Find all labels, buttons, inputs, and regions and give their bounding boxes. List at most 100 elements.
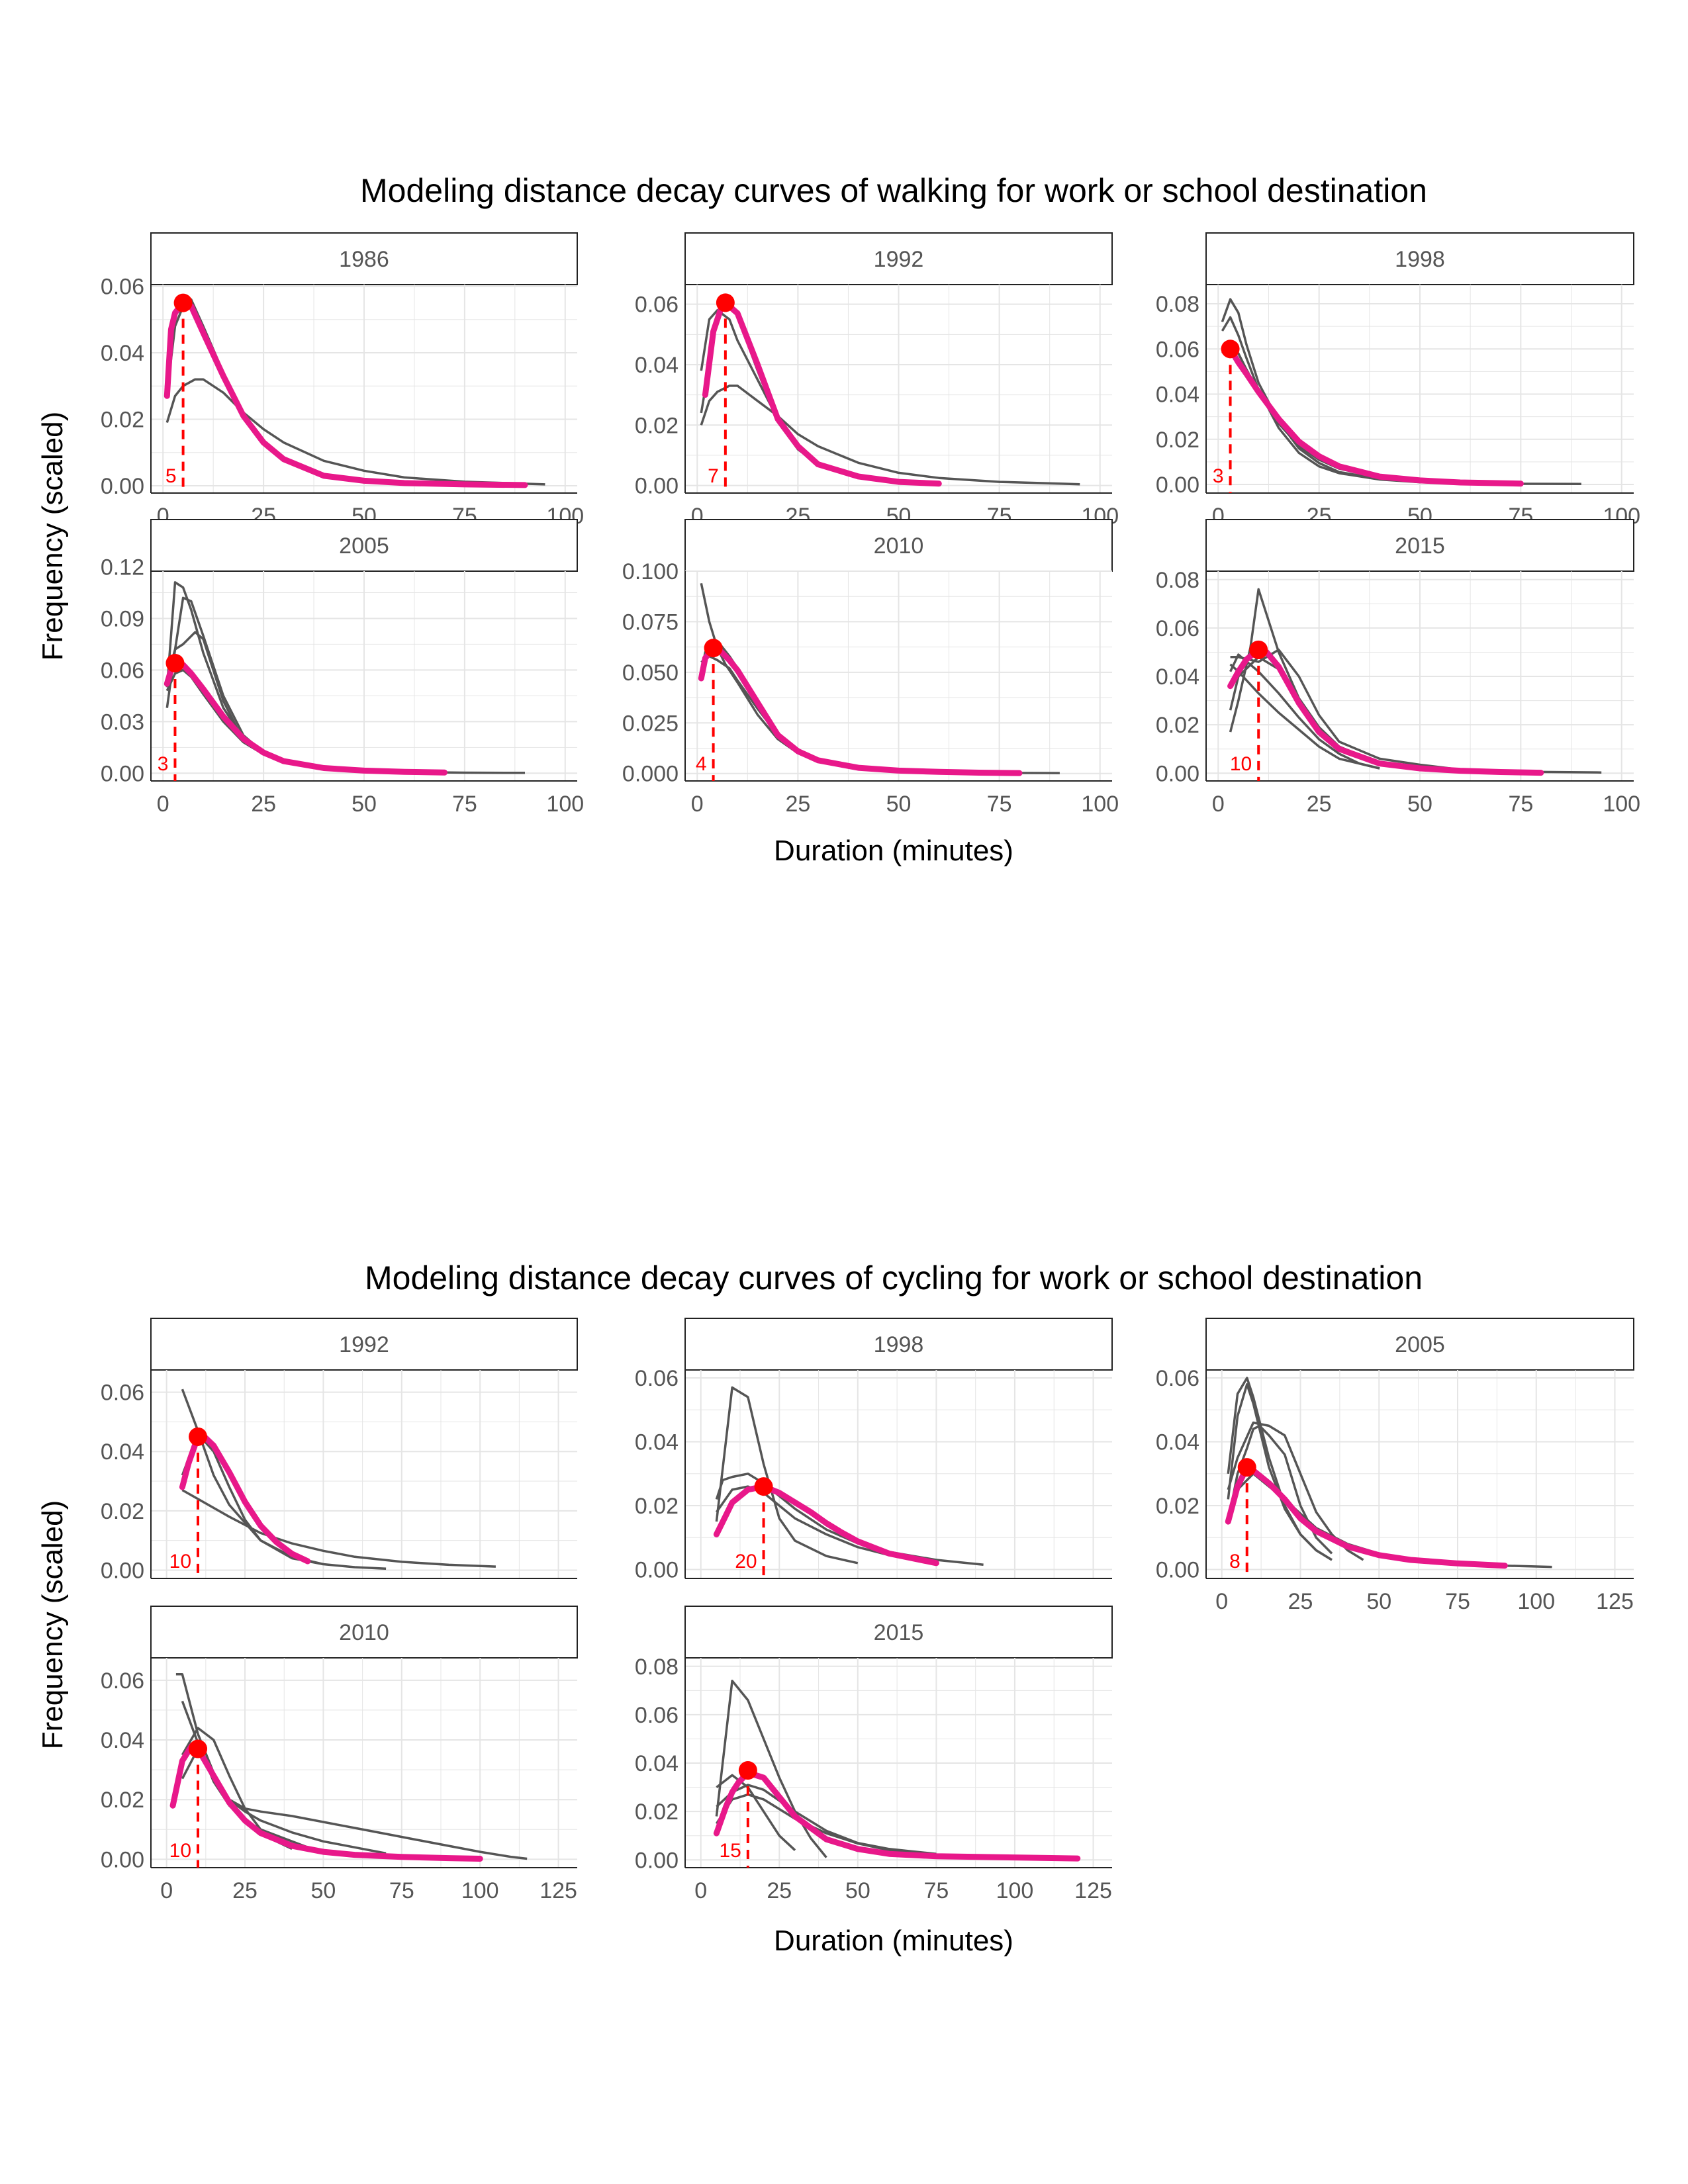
facet-strip <box>1205 519 1634 572</box>
sample-curve-2 <box>716 1774 796 1851</box>
sample-curve-2 <box>181 1488 496 1568</box>
x-tick-label: 75 <box>987 792 1012 817</box>
peak-point <box>189 1739 208 1758</box>
facet-strip <box>684 1606 1113 1659</box>
peak-label: 3 <box>1213 465 1224 487</box>
facet-strip <box>1205 232 1634 285</box>
y-tick-label: 0.00 <box>1156 761 1199 786</box>
y-tick-label: 0.06 <box>101 658 144 683</box>
y-tick-label: 0.06 <box>635 1366 679 1391</box>
facet-panel-1992: 1992 0.00 0.02 0.04 0.06 10 <box>101 1318 578 1583</box>
facet-strip-label: 1992 <box>339 1332 389 1357</box>
peak-point <box>1221 340 1240 359</box>
x-tick-label: 100 <box>996 1878 1034 1903</box>
x-tick-label: 25 <box>1307 792 1332 817</box>
cycling-chart-title: Modeling distance decay curves of cyclin… <box>365 1259 1423 1297</box>
x-tick-label: 50 <box>352 792 377 817</box>
mean-curve <box>164 660 447 776</box>
y-tick-label: 0.00 <box>635 1848 679 1873</box>
sample-curve-1 <box>165 581 404 774</box>
sample-curve-1 <box>715 1679 827 1858</box>
sample-curve-1 <box>1221 298 1581 486</box>
y-tick-label: 0.00 <box>101 761 144 786</box>
x-tick-label: 0 <box>160 1878 173 1903</box>
x-tick-label: 100 <box>1081 792 1119 817</box>
y-tick-label: 0.075 <box>622 610 679 635</box>
facet-strip-label: 2005 <box>1395 1332 1445 1357</box>
facet-panel-2005: 2005 0.00 0.03 0.06 0.09 0.12 0 25 50 75 100 3 <box>101 519 584 817</box>
facet-panel-2015: 2015 0.00 0.02 0.04 0.06 0.08 0 25 50 75 100 125 15 <box>635 1606 1113 1903</box>
y-tick-label: 0.02 <box>635 1799 679 1825</box>
x-tick-label: 25 <box>251 792 276 817</box>
sample-curve-1 <box>175 1673 387 1855</box>
peak-label: 10 <box>169 1840 191 1862</box>
facet-strip-label: 1992 <box>874 247 924 272</box>
y-tick-label: 0.02 <box>635 413 679 438</box>
facet-strip <box>150 1318 578 1371</box>
y-tick-label: 0.04 <box>635 1751 679 1776</box>
walking-x-axis-label: Duration (minutes) <box>774 835 1013 867</box>
facet-strip <box>684 519 1113 572</box>
y-tick-label: 0.06 <box>635 1703 679 1728</box>
y-tick-label: 0.08 <box>1156 568 1199 593</box>
x-tick-label: 100 <box>1603 792 1640 817</box>
y-tick-label: 0.06 <box>101 275 144 300</box>
facet-strip <box>1205 1318 1634 1371</box>
y-tick-label: 0.06 <box>1156 1366 1199 1391</box>
x-tick-label: 75 <box>389 1878 414 1903</box>
facet-strip <box>684 1318 1113 1371</box>
facet-strip <box>150 519 578 572</box>
x-tick-label: 25 <box>1288 1589 1313 1614</box>
peak-label: 20 <box>735 1551 757 1572</box>
y-tick-label: 0.04 <box>101 341 144 366</box>
peak-point <box>165 654 185 673</box>
facet-strip <box>150 232 578 285</box>
peak-point <box>704 639 723 658</box>
peak-point <box>189 1427 208 1446</box>
peak-point <box>738 1761 757 1780</box>
x-tick-label: 75 <box>452 792 477 817</box>
facet-strip-label: 1998 <box>874 1332 924 1357</box>
x-tick-label: 0 <box>157 792 169 817</box>
x-tick-label: 25 <box>232 1878 258 1903</box>
peak-point <box>716 293 735 312</box>
y-tick-label: 0.02 <box>101 1499 144 1524</box>
y-tick-label: 0.00 <box>101 1847 144 1872</box>
x-tick-label: 125 <box>1074 1878 1112 1903</box>
y-tick-label: 0.000 <box>622 762 679 787</box>
y-tick-label: 0.08 <box>635 1655 679 1680</box>
peak-label: 8 <box>1229 1551 1241 1572</box>
facet-panel-2015: 2015 0.00 0.02 0.04 0.06 0.08 0 25 50 75 100 10 <box>1156 519 1640 817</box>
y-tick-label: 0.02 <box>101 1788 144 1813</box>
peak-label: 4 <box>696 753 707 775</box>
facet-strip-label: 2015 <box>874 1620 924 1645</box>
y-tick-label: 0.12 <box>101 555 144 580</box>
y-tick-label: 0.00 <box>635 474 679 499</box>
x-tick-label: 75 <box>1445 1589 1470 1614</box>
sample-curve-3 <box>181 1432 387 1570</box>
facet-strip-label: 1986 <box>339 247 389 272</box>
sample-curve-1 <box>181 1388 324 1566</box>
x-tick-label: 0 <box>691 792 704 817</box>
peak-label: 3 <box>158 753 169 775</box>
y-tick-label: 0.050 <box>622 660 679 686</box>
facet-strip-label: 2015 <box>1395 533 1445 559</box>
sample-curve-4 <box>1229 663 1380 770</box>
facet-strip <box>684 232 1113 285</box>
x-tick-label: 25 <box>767 1878 792 1903</box>
mean-curve <box>698 645 1023 776</box>
y-tick-label: 0.04 <box>635 1430 679 1455</box>
mean-curve <box>179 1433 311 1565</box>
y-tick-label: 0.04 <box>101 1728 144 1753</box>
facet-strip-label: 1998 <box>1395 247 1445 272</box>
y-tick-label: 0.00 <box>635 1557 679 1582</box>
y-tick-label: 0.025 <box>622 711 679 736</box>
y-tick-label: 0.09 <box>101 606 144 631</box>
y-tick-label: 0.02 <box>1156 1494 1199 1519</box>
sample-curve-2 <box>700 639 939 774</box>
y-tick-label: 0.06 <box>1156 337 1199 362</box>
sample-curve-3 <box>700 655 1000 774</box>
